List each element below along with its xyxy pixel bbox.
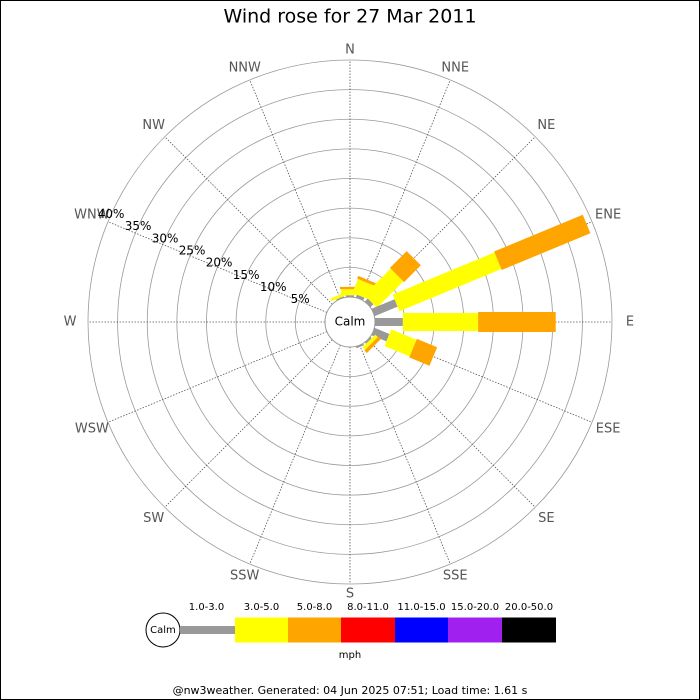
spoke <box>107 331 328 423</box>
wind-bar <box>371 299 398 317</box>
direction-label: NW <box>142 118 165 133</box>
spoke <box>359 79 451 300</box>
legend-swatch <box>235 617 288 643</box>
wind-bar <box>389 251 421 283</box>
spoke <box>367 339 536 508</box>
legend-swatch <box>288 617 341 643</box>
legend-calm-label: Calm <box>150 625 176 636</box>
ring-label: 10% <box>260 280 287 294</box>
wind-bar <box>346 295 354 297</box>
legend-label: 11.0-15.0 <box>397 602 445 613</box>
chart-title: Wind rose for 27 Mar 2011 <box>223 6 476 28</box>
calm-circle <box>324 296 376 348</box>
direction-label: S <box>346 587 354 602</box>
ring-label: 25% <box>179 243 206 257</box>
legend-swatch <box>341 617 395 643</box>
legend-label: 15.0-20.0 <box>451 602 499 613</box>
legend-unit: mph <box>339 650 361 661</box>
legend-label: 5.0-8.0 <box>297 602 332 613</box>
legend-swatch <box>448 617 502 643</box>
legend-label: 3.0-5.0 <box>244 602 279 613</box>
direction-label: SSW <box>230 569 260 584</box>
wind-bar <box>375 318 403 326</box>
wind-bar <box>355 294 365 301</box>
direction-label: WSW <box>75 421 109 436</box>
legend-label: 8.0-11.0 <box>347 602 389 613</box>
direction-label: NE <box>537 118 555 133</box>
direction-label: SW <box>143 511 164 526</box>
wind-bar <box>494 214 591 270</box>
footer: @nw3weather. Generated: 04 Jun 2025 07:5… <box>173 684 528 697</box>
wind-bar <box>364 268 404 308</box>
wind-bar <box>364 336 382 354</box>
spoke <box>359 344 451 565</box>
legend-swatch <box>180 626 235 634</box>
ring-label: 40% <box>98 207 125 221</box>
legend-swatch <box>502 617 556 643</box>
wind-bar <box>392 252 502 312</box>
ring-label: 20% <box>206 256 233 270</box>
ring-label: 15% <box>233 268 260 282</box>
direction-label: N <box>345 43 355 58</box>
direction-label: NNE <box>441 60 469 75</box>
wind-bar <box>371 327 390 342</box>
wind-bar <box>478 312 556 332</box>
wind-bar <box>364 336 372 344</box>
grid-ring <box>87 59 613 585</box>
wind-bar <box>384 329 417 357</box>
legend-swatch <box>395 617 448 643</box>
direction-label: SSE <box>443 569 468 584</box>
wind-bar <box>364 298 374 308</box>
wind-bar <box>362 334 378 350</box>
wind-bar <box>409 338 438 366</box>
wind-bar <box>402 313 479 331</box>
wind-bar <box>357 275 377 287</box>
direction-label: SE <box>538 511 554 526</box>
legend-label: 1.0-3.0 <box>189 602 224 613</box>
ring-label: 35% <box>125 219 152 233</box>
ring-label: 30% <box>152 231 179 245</box>
direction-label: WNW <box>74 208 110 223</box>
direction-label: NNW <box>229 60 261 75</box>
spoke <box>249 344 341 565</box>
direction-label: W <box>64 315 77 330</box>
legend-label: 20.0-50.0 <box>505 602 553 613</box>
direction-label: E <box>626 315 634 330</box>
spoke <box>164 339 333 508</box>
direction-label: ENE <box>595 208 621 223</box>
spoke <box>249 79 341 300</box>
calm-label: Calm <box>335 315 366 329</box>
wind-bar <box>355 343 364 349</box>
direction-label: ESE <box>596 421 621 436</box>
ring-label: 5% <box>291 292 310 306</box>
spoke <box>164 136 333 305</box>
spoke <box>107 221 328 313</box>
wind-bar <box>330 291 349 302</box>
